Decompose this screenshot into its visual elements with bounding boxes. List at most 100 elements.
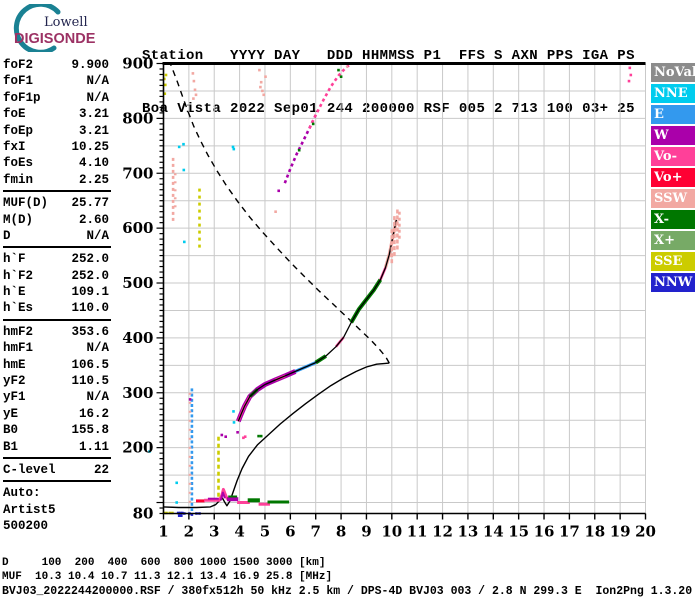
param-value: 110.0 [71,301,109,316]
param-value: N/A [86,390,109,405]
param-value: 22 [93,462,109,477]
param-row: D N/A [3,228,109,244]
legend-item-w: W [651,126,695,145]
param-label: fxI [3,139,26,154]
bottomside-profile [163,362,390,509]
param-label: hmE [3,357,26,372]
param-label: B0 [3,423,19,438]
header-line1: Station YYYY DAY DDD HHMMSS P1 FFS S AXN… [142,48,635,64]
autoscaling-block: Auto: Artist5 500200 [3,485,109,534]
legend-item-x: X+ [651,231,695,250]
svg-text:900: 900 [122,55,153,73]
second-hop-pink [308,61,354,129]
param-row: M(D) 2.60 [3,212,109,228]
param-value: 3.21 [78,107,109,122]
panel-divider [3,480,111,483]
param-value: 9.900 [71,58,109,72]
param-row: h`F 252.0 [3,251,109,267]
legend-item-nnw: NNW [651,273,695,292]
param-row: foEp 3.21 [3,123,109,139]
f-trace-W [235,369,297,423]
param-value: 25.77 [71,196,109,211]
param-value: 3.21 [78,123,109,138]
auto-line: Artist5 [3,502,56,517]
svg-text:17: 17 [559,523,580,541]
svg-text:10: 10 [381,523,402,541]
param-row: yF2 110.5 [3,373,109,389]
logo-arc-icon [13,4,61,52]
param-label: D [3,228,11,243]
param-label: foF1 [3,74,34,89]
svg-text:5: 5 [260,523,270,541]
svg-text:19: 19 [610,523,631,541]
param-value: 16.2 [78,406,109,421]
param-label: yF2 [3,374,26,389]
param-label: foF1p [3,90,41,105]
header-line2: Boa Vista 2022 Sep01 244 200000 RSF 005 … [142,100,635,117]
svg-text:3: 3 [209,523,219,541]
lowell-digisonde-logo: Lowell DIGISONDE [13,4,96,52]
param-row: foEs 4.10 [3,155,109,171]
svg-text:7: 7 [310,523,320,541]
legend-item-sse: SSE [651,252,695,271]
param-label: C-level [3,462,56,477]
param-row: B0 155.8 [3,422,109,438]
param-label: B1 [3,439,19,454]
param-row: MUF(D) 25.77 [3,195,109,211]
echo-traces [148,61,633,517]
axes [156,62,647,520]
param-row: h`E 109.1 [3,284,109,300]
param-row: foF2 9.900 [3,57,109,73]
svg-text:14: 14 [483,523,504,541]
param-row: fxI 10.25 [3,139,109,155]
param-label: yF1 [3,390,26,405]
param-value: 2.60 [78,212,109,227]
param-label: MUF(D) [3,196,49,211]
svg-text:13: 13 [457,523,478,541]
param-label: foEp [3,123,34,138]
param-row: foF1 N/A [3,73,109,89]
param-label: h`E [3,285,26,300]
svg-text:6: 6 [285,523,295,541]
svg-text:800: 800 [122,109,153,127]
svg-text:400: 400 [122,329,153,347]
param-row: hmE 106.5 [3,357,109,373]
auto-line: Auto: [3,486,41,501]
svg-text:1: 1 [158,523,168,541]
svg-text:20: 20 [635,523,656,541]
svg-text:15: 15 [508,523,529,541]
legend-item-x: X- [651,210,695,229]
svg-text:500: 500 [122,274,153,292]
logo-lowell: Lowell [44,15,88,30]
param-value: 110.5 [71,374,109,389]
param-row: yF1 N/A [3,389,109,405]
param-label: fmin [3,172,34,187]
panel-divider [3,190,111,193]
param-value: 252.0 [71,252,109,267]
legend-item-noval: NoVal [651,63,695,82]
svg-text:9: 9 [361,523,371,541]
y-axis-labels: 900 800 700 600 500 400 300 200 80 [122,55,153,523]
param-value: 353.6 [71,324,109,339]
param-row: C-level 22 [3,462,109,478]
direction-color-legend: NoVal NNE E W Vo- Vo+ SSW X- X+ SSE NNW [651,63,695,294]
param-row: h`Es 110.0 [3,300,109,316]
param-value: 252.0 [71,268,109,283]
panel-divider [3,456,111,459]
param-value: N/A [86,228,109,243]
header-block: Station YYYY DAY DDD HHMMSS P1 FFS S AXN… [142,13,635,153]
param-label: hmF1 [3,341,34,356]
param-value: N/A [86,90,109,105]
param-row: hmF1 N/A [3,340,109,356]
svg-text:16: 16 [534,523,555,541]
param-value: 106.5 [71,357,109,372]
svg-text:4: 4 [234,523,244,541]
svg-text:600: 600 [122,219,153,237]
param-label: yE [3,406,19,421]
panel-divider [3,318,111,321]
param-value: N/A [86,341,109,356]
param-value: 109.1 [71,285,109,300]
svg-text:11: 11 [407,523,428,541]
param-row: hmF2 353.6 [3,324,109,340]
